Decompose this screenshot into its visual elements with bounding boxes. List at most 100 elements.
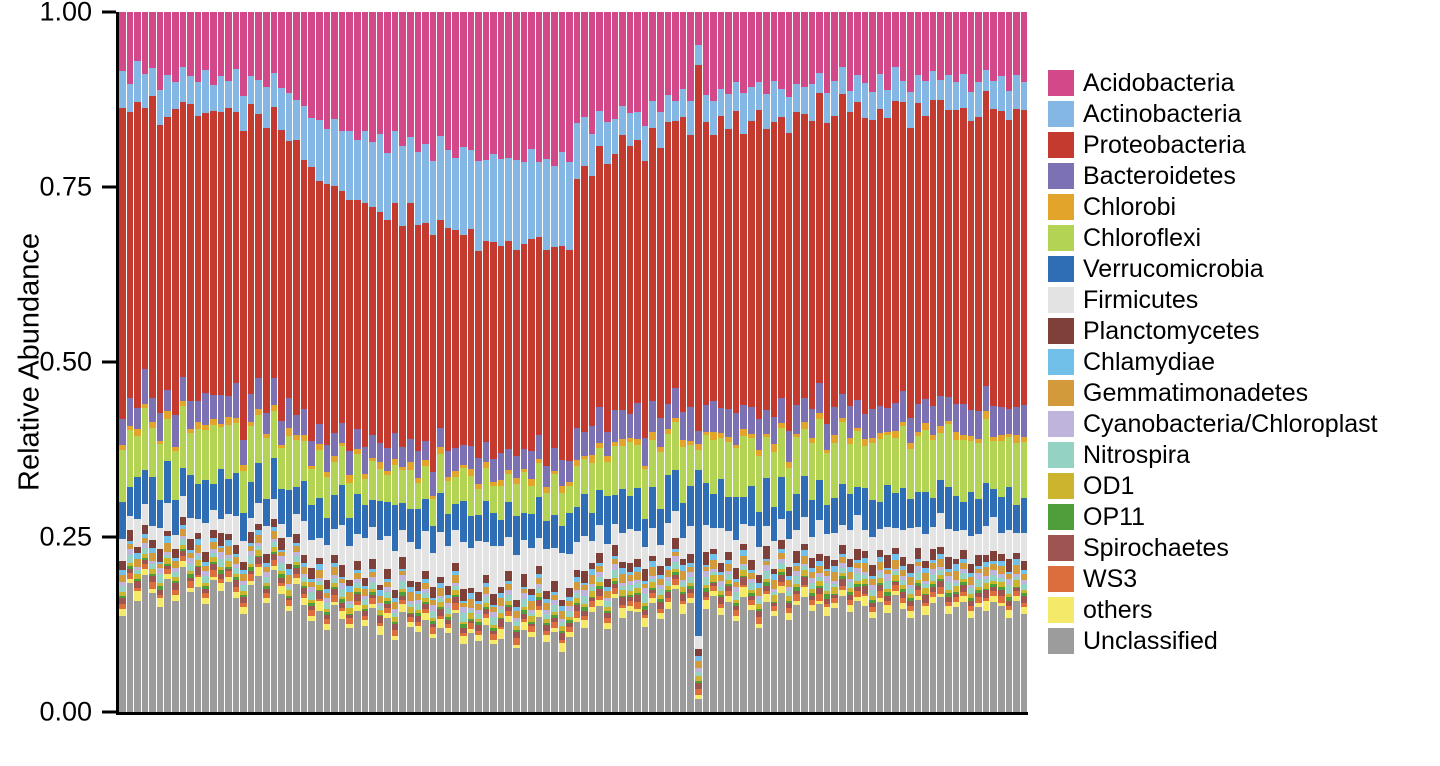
bar-segment — [187, 12, 194, 76]
bar-segment — [475, 618, 482, 623]
bar-segment — [823, 607, 831, 617]
bar-segment — [914, 600, 922, 712]
bar-segment — [316, 443, 323, 451]
bar-segment — [785, 600, 793, 603]
bar-segment — [785, 97, 793, 133]
bar-segment — [528, 149, 535, 239]
bar-segment — [543, 590, 550, 599]
bar-segment — [998, 606, 1005, 712]
bar-segment — [770, 417, 778, 445]
bar-segment — [225, 576, 232, 582]
bar-segment — [202, 571, 209, 577]
bar-segment — [604, 586, 611, 591]
bar-segment — [338, 485, 346, 526]
bar-segment — [482, 617, 490, 625]
bar-segment — [353, 605, 361, 612]
bar-segment — [611, 410, 619, 443]
bar-segment — [763, 602, 770, 712]
bar-segment — [247, 550, 255, 557]
legend-label: others — [1083, 596, 1153, 624]
bar-segment — [543, 487, 550, 493]
bar-segment — [134, 546, 141, 554]
bar-segment — [891, 101, 899, 404]
bar-segment — [596, 407, 603, 443]
bar-segment — [369, 12, 376, 143]
bar-segment — [293, 514, 300, 535]
bar-segment — [172, 415, 179, 447]
bar-segment — [793, 587, 801, 591]
bar-segment — [763, 570, 770, 580]
bar-segment — [308, 117, 316, 167]
bar-segment — [232, 591, 240, 598]
bar-segment — [838, 422, 846, 484]
bar-segment — [240, 540, 247, 562]
bar-segment — [937, 12, 945, 80]
bar-segment — [952, 495, 960, 531]
bar-segment — [922, 561, 929, 568]
bar-segment — [194, 532, 202, 540]
stacked-bar — [247, 12, 255, 712]
bar-segment — [763, 564, 770, 571]
bar-segment — [535, 463, 543, 498]
bar-segment — [876, 562, 884, 570]
bar-segment — [338, 619, 346, 712]
bar-segment — [475, 622, 482, 625]
bar-segment — [384, 12, 391, 153]
stacked-bar — [543, 12, 550, 712]
bar-segment — [687, 566, 694, 572]
bar-segment — [869, 565, 876, 576]
bar-segment — [899, 488, 907, 530]
bar-segment — [376, 539, 384, 585]
legend-item: Bacteroidetes — [1048, 163, 1378, 189]
bar-segment — [816, 12, 823, 73]
bar-segment — [497, 453, 505, 480]
bar-segment — [649, 528, 657, 556]
bar-segment — [255, 523, 262, 530]
bar-segment — [535, 588, 543, 594]
bar-segment — [308, 592, 316, 601]
bar-segment — [960, 74, 967, 109]
bar-segment — [808, 558, 816, 569]
bar-segment — [369, 594, 376, 599]
bar-segment — [1020, 580, 1028, 585]
bar-segment — [876, 439, 884, 502]
bar-segment — [331, 562, 338, 568]
bar-segment — [232, 563, 240, 569]
bar-segment — [126, 83, 134, 113]
bar-segment — [808, 409, 816, 439]
bar-segment — [975, 498, 982, 534]
bar-segment — [907, 588, 914, 595]
bar-segment — [217, 567, 225, 571]
bar-segment — [270, 569, 278, 712]
bar-segment — [414, 626, 422, 633]
bar-segment — [255, 535, 262, 544]
bar-segment — [763, 581, 770, 586]
bar-segment — [664, 597, 672, 602]
bar-segment — [278, 537, 285, 551]
bar-segment — [778, 559, 785, 564]
bar-segment — [907, 617, 914, 712]
bar-segment — [550, 592, 558, 595]
bar-segment — [846, 558, 854, 568]
bar-segment — [838, 393, 846, 418]
bar-segment — [732, 600, 740, 603]
bar-segment — [952, 110, 960, 405]
bar-segment — [179, 550, 187, 557]
legend-label: Nitrospira — [1083, 441, 1190, 469]
bar-segment — [179, 400, 187, 407]
bar-segment — [490, 617, 497, 625]
bar-segment — [778, 89, 785, 118]
bar-segment — [747, 86, 755, 121]
bar-segment — [194, 574, 202, 578]
stacked-bar — [967, 12, 975, 712]
bar-segment — [801, 428, 808, 477]
bar-segment — [285, 575, 293, 585]
bar-segment — [619, 106, 626, 136]
bar-segment — [513, 638, 520, 645]
bar-segment — [982, 611, 990, 712]
bar-segment — [528, 609, 535, 613]
bar-segment — [672, 548, 679, 552]
bar-segment — [846, 592, 854, 595]
bar-segment — [884, 613, 891, 712]
bar-segment — [732, 110, 740, 414]
